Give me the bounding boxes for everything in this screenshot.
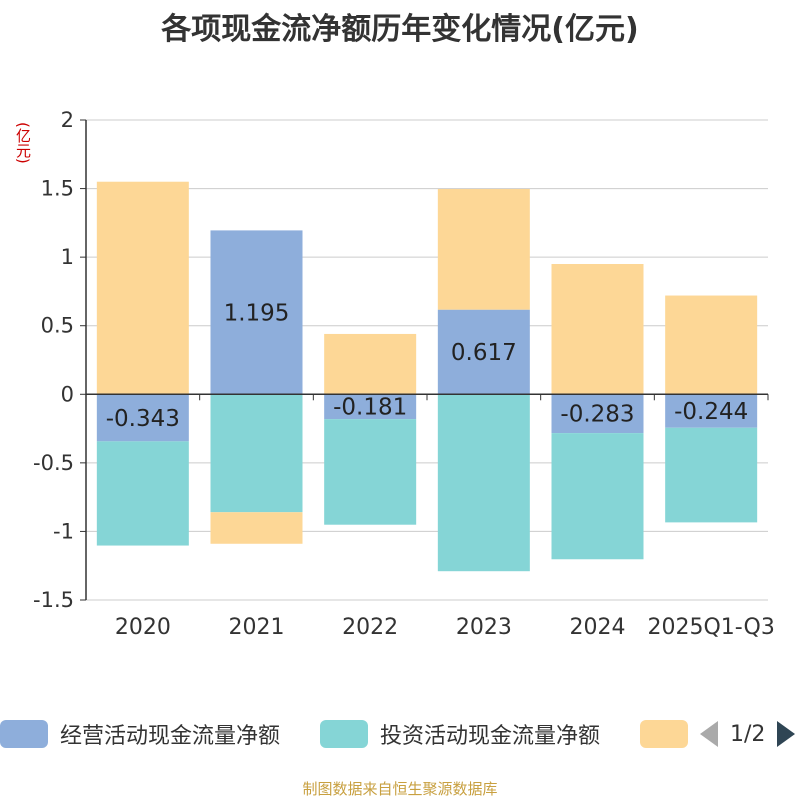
data-label-operating: -0.283	[560, 402, 634, 428]
x-tick-label: 2024	[570, 615, 626, 640]
x-tick-label: 2023	[456, 615, 512, 640]
bar-financing-2020	[96, 181, 189, 395]
data-source-note: 制图数据来自恒生聚源数据库	[302, 780, 498, 798]
bar-investing-2021	[210, 394, 303, 513]
bar-financing-2023	[437, 188, 530, 310]
bar-investing-2024	[551, 433, 644, 560]
y-tick-label: -1.5	[33, 588, 74, 612]
bar-operating-2022	[324, 394, 417, 420]
data-label-operating: 1.195	[224, 300, 290, 326]
bar-operating-2020	[96, 394, 189, 442]
bar-investing-2025Q1-Q3	[665, 427, 758, 523]
x-tick-label: 2025Q1-Q3	[647, 615, 774, 640]
y-axis-unit-label: (亿元)	[14, 122, 32, 164]
y-tick-label: 2	[61, 108, 74, 132]
legend-swatch-operating	[0, 720, 48, 748]
y-tick-label: 0.5	[41, 314, 74, 338]
legend-label-investing: 投资活动现金流量净额	[380, 724, 601, 749]
data-label-operating: -0.181	[333, 395, 407, 421]
data-label-operating: -0.244	[674, 399, 748, 425]
bar-financing-2025Q1-Q3	[665, 295, 758, 395]
legend-pager: 1/2	[700, 716, 796, 752]
y-tick-label: 1	[61, 245, 74, 269]
bar-operating-2025Q1-Q3	[665, 394, 758, 428]
bar-investing-2020	[96, 441, 189, 546]
bar-financing-2022	[324, 333, 417, 395]
bar-investing-2022	[324, 419, 417, 525]
legend-page-indicator: 1/2	[730, 721, 766, 747]
bar-operating-2021	[210, 230, 303, 395]
legend-next-page-icon[interactable]	[777, 721, 796, 747]
y-tick-label: 1.5	[41, 177, 74, 201]
legend-swatch-investing	[320, 720, 368, 748]
data-label-operating: 0.617	[451, 340, 517, 366]
bar-operating-2024	[551, 394, 644, 434]
data-label-operating: -0.343	[106, 406, 180, 432]
y-tick-label: -0.5	[33, 451, 74, 475]
legend-item-investing[interactable]: 投资活动现金流量净额	[320, 716, 600, 752]
legend-swatch-financing	[640, 720, 688, 748]
bar-operating-2023	[437, 309, 530, 395]
y-tick-label: -1	[53, 519, 74, 543]
y-tick-label: 0	[61, 382, 74, 406]
x-tick-label: 2022	[342, 615, 398, 640]
legend-item-financing[interactable]	[640, 716, 700, 752]
legend-label-operating: 经营活动现金流量净额	[60, 724, 281, 749]
chart-plot-area: 2 1.5 1 0.5 0 -0.5 -1 -1.5 2020 2021 2022 2023 2024 2…	[33, 108, 775, 640]
legend: 经营活动现金流量净额 投资活动现金流量净额	[0, 716, 800, 752]
legend-item-operating[interactable]: 经营活动现金流量净额	[0, 716, 280, 752]
x-tick-label: 2020	[115, 615, 171, 640]
legend-prev-page-icon[interactable]	[700, 721, 718, 747]
bar-financing-2021	[210, 512, 303, 544]
bar-financing-2024	[551, 264, 644, 395]
bar-investing-2023	[437, 394, 530, 572]
chart-title: 各项现金流净额历年变化情况(亿元)	[161, 12, 639, 47]
x-tick-label: 2021	[229, 615, 285, 640]
